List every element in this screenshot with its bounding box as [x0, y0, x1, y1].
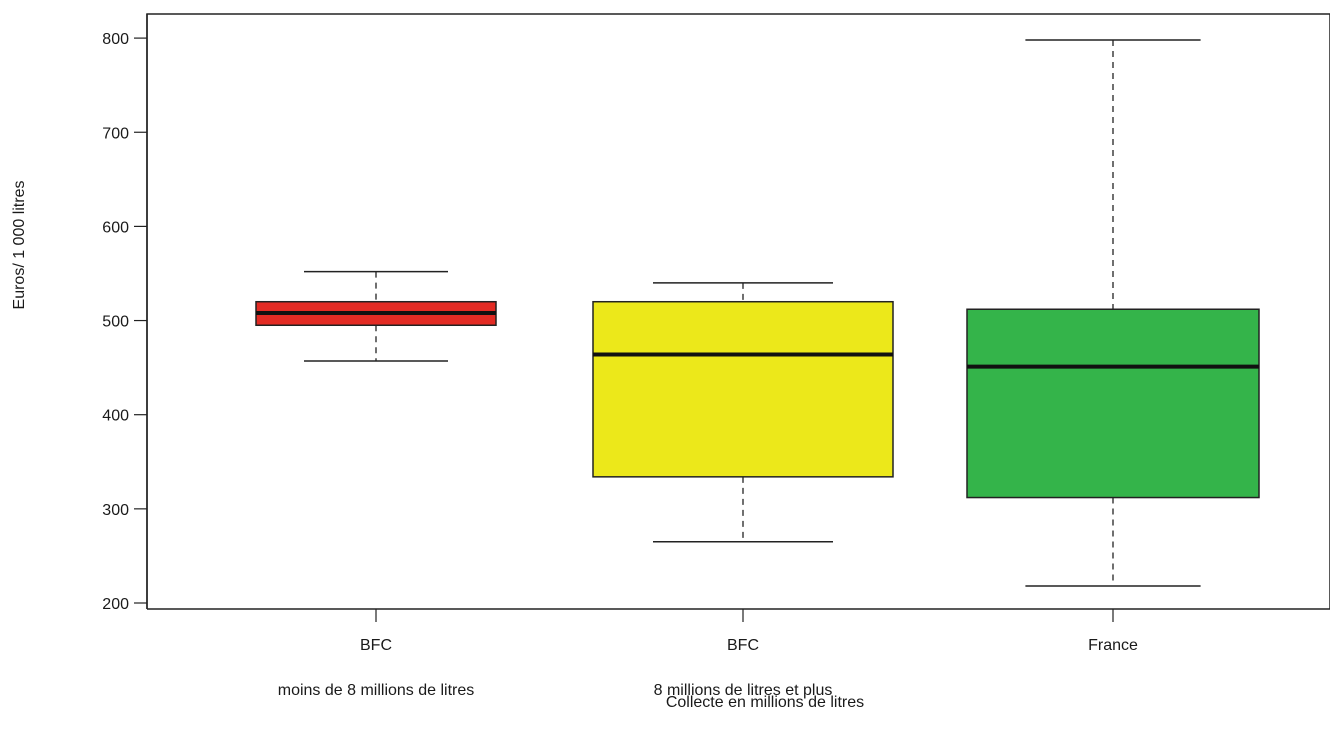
- x-tick-sublabel: 8 millions de litres et plus: [654, 682, 833, 699]
- y-tick-label: 200: [102, 596, 129, 613]
- x-tick-label: BFC: [360, 637, 392, 654]
- x-tick-label: France: [1088, 637, 1138, 654]
- x-axis-title: Collecte en millions de litres: [665, 694, 865, 711]
- y-tick-label: 700: [102, 125, 129, 142]
- y-tick-label: 800: [102, 31, 129, 48]
- y-axis-title: Euros/ 1 000 litres: [11, 180, 28, 310]
- y-tick-label: 600: [102, 219, 129, 236]
- x-tick-label: BFC: [727, 637, 759, 654]
- iqr-box: [966, 308, 1260, 499]
- y-tick-label: 400: [102, 408, 129, 425]
- y-tick-label: 500: [102, 314, 129, 331]
- iqr-box: [592, 300, 894, 478]
- y-tick-label: 300: [102, 502, 129, 519]
- x-tick-sublabel: moins de 8 millions de litres: [278, 682, 475, 699]
